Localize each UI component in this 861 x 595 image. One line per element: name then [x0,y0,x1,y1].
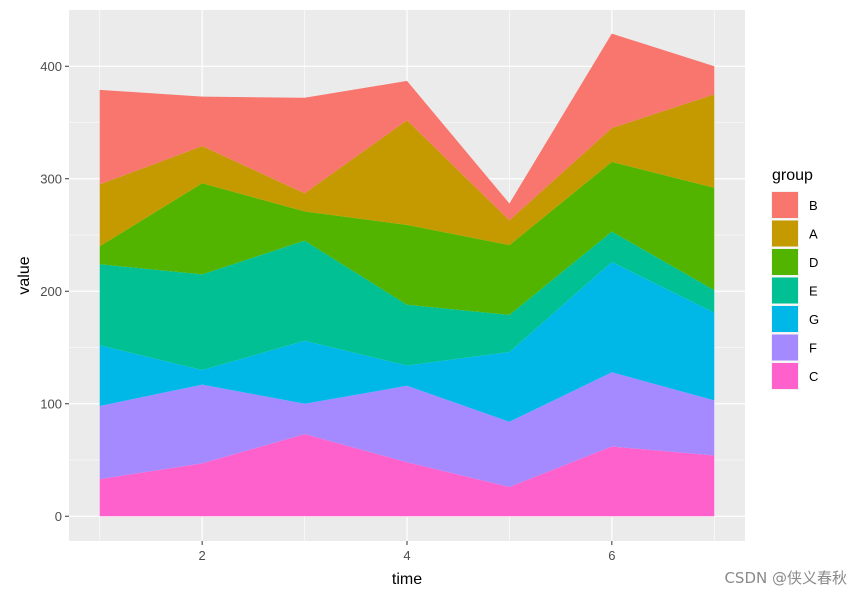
legend-swatch-F [772,334,798,361]
legend-label-F: F [809,341,817,356]
legend-swatch-A [772,220,798,247]
legend-label-B: B [809,198,818,213]
area-series-B [99,33,715,221]
y-axis: 0 100 200 300 400 [40,59,69,524]
area-series-F [99,372,715,487]
legend-label-A: A [809,227,818,242]
x-tick-label: 6 [608,548,615,563]
y-tick-label: 0 [55,509,62,524]
legend-label-E: E [809,284,818,299]
legend-swatch-E [772,277,798,304]
area-series-E [99,231,715,370]
y-tick-label: 100 [40,396,62,411]
x-tick-label: 4 [403,548,410,563]
legend-swatch-B [772,192,798,218]
legend-swatch-C [772,363,798,389]
y-tick-label: 300 [40,171,62,186]
legend-label-G: G [809,312,819,327]
legend-label-C: C [809,369,818,384]
area-series-D [99,161,715,315]
area-series-C [99,434,715,517]
legend-title: group [772,167,813,184]
stacked-areas [99,33,715,517]
x-tick-label: 2 [199,548,206,563]
area-series-G [99,262,715,422]
area-series-A [99,94,715,247]
x-axis: 2 4 6 [199,541,615,563]
y-axis-title: value [16,256,33,294]
x-axis-title: time [392,571,422,588]
legend-swatch-D [772,249,798,275]
y-tick-label: 200 [40,284,62,299]
legend-label-D: D [809,255,818,270]
watermark: CSDN @侠义春秋 [724,569,847,587]
y-tick-label: 400 [40,59,62,74]
legend-swatch-G [772,306,798,332]
